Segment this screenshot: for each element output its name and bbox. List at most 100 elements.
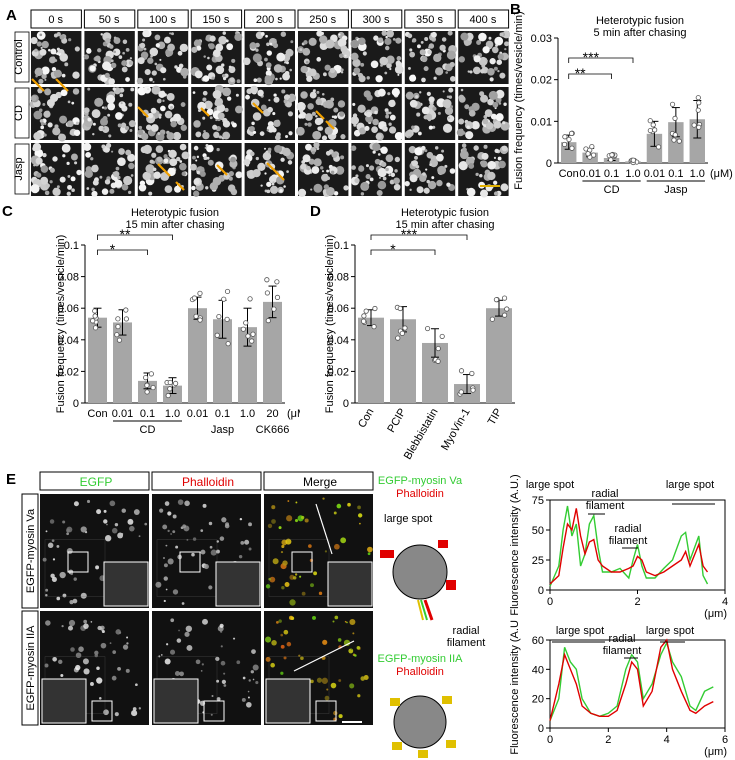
vesicle bbox=[191, 46, 198, 53]
vesicle bbox=[419, 49, 426, 56]
vesicle bbox=[215, 118, 218, 122]
vesicle bbox=[150, 107, 157, 114]
chart-title: Heterotypic fusion bbox=[401, 207, 489, 219]
fluorescent-puncta bbox=[225, 522, 230, 527]
vesicle bbox=[478, 56, 488, 66]
vesicle bbox=[117, 123, 122, 128]
x-tick-label: 6 bbox=[722, 734, 728, 746]
fluorescent-puncta bbox=[62, 520, 66, 524]
vesicle bbox=[74, 161, 78, 165]
vesicle bbox=[369, 177, 374, 182]
unit-label: (μM) bbox=[287, 408, 300, 420]
vesicle bbox=[58, 133, 67, 142]
vesicle bbox=[63, 144, 70, 152]
fluorescent-puncta bbox=[289, 599, 296, 606]
vesicle bbox=[193, 178, 200, 185]
vesicle bbox=[142, 171, 151, 181]
y-tick-label: 0 bbox=[538, 585, 544, 597]
vesicle bbox=[178, 63, 184, 69]
vesicle bbox=[68, 38, 72, 42]
fluorescent-puncta bbox=[210, 549, 217, 556]
row-header: EGFP-myosin Va bbox=[25, 508, 37, 593]
data-point bbox=[167, 386, 173, 392]
fluorescent-puncta bbox=[354, 654, 357, 657]
vesicle bbox=[115, 166, 120, 171]
fluorescent-puncta bbox=[195, 659, 201, 665]
vesicle bbox=[377, 37, 384, 44]
vesicle bbox=[495, 113, 504, 122]
panel-a: A 0 s 50 s 100 s 150 s 200 s 250 s 300 s 350 s 4… bbox=[0, 0, 511, 200]
vesicle bbox=[45, 183, 50, 188]
vesicle bbox=[209, 116, 213, 120]
fluorescent-puncta bbox=[200, 529, 204, 532]
vesicle bbox=[441, 37, 447, 42]
vesicle bbox=[211, 76, 215, 80]
vesicle bbox=[106, 94, 116, 104]
profile-annotation: large spot bbox=[666, 479, 714, 491]
vesicle bbox=[439, 44, 446, 51]
vesicle bbox=[285, 135, 289, 139]
vesicle bbox=[302, 154, 311, 163]
inset-zoom bbox=[265, 678, 311, 724]
fluorescent-puncta bbox=[61, 625, 64, 628]
fluorescent-puncta bbox=[250, 670, 254, 674]
fluorescent-puncta bbox=[109, 642, 112, 645]
vesicle bbox=[493, 180, 498, 185]
vesicle bbox=[446, 182, 451, 187]
vesicle bbox=[468, 109, 476, 117]
data-point bbox=[197, 290, 203, 296]
fluorescent-puncta bbox=[175, 545, 179, 549]
vesicle bbox=[280, 31, 287, 37]
vesicle bbox=[174, 185, 182, 193]
time-label: 0 s bbox=[48, 14, 63, 26]
data-point bbox=[271, 306, 277, 312]
fluorescent-puncta bbox=[276, 620, 279, 624]
data-point bbox=[224, 288, 231, 295]
data-point bbox=[123, 316, 129, 322]
group-label: Jasp bbox=[664, 184, 687, 196]
vesicle bbox=[252, 130, 257, 135]
vesicle bbox=[407, 33, 413, 39]
vesicle bbox=[308, 158, 315, 165]
fluorescent-puncta bbox=[284, 582, 290, 587]
fluorescent-puncta bbox=[301, 591, 306, 596]
profile-line-red bbox=[549, 638, 714, 721]
vesicle bbox=[283, 99, 288, 104]
vesicle bbox=[387, 92, 391, 96]
vesicle bbox=[313, 141, 320, 149]
vesicle bbox=[145, 164, 155, 174]
vesicle bbox=[168, 149, 177, 159]
fluorescent-puncta bbox=[78, 646, 84, 652]
vesicle bbox=[488, 90, 498, 100]
fluorescent-puncta bbox=[185, 625, 193, 632]
vesicle bbox=[149, 159, 154, 164]
vesicle bbox=[473, 145, 479, 151]
micrograph-tile bbox=[350, 142, 402, 197]
vesicle bbox=[388, 99, 396, 108]
vesicle bbox=[373, 35, 379, 41]
data-point bbox=[245, 333, 251, 339]
vesicle bbox=[141, 132, 149, 141]
fluorescent-puncta bbox=[269, 576, 276, 583]
fluorescent-puncta bbox=[340, 537, 347, 544]
fluorescent-puncta bbox=[283, 629, 289, 635]
x-tick-label: 4 bbox=[722, 596, 728, 608]
fluorescent-puncta bbox=[333, 511, 337, 515]
vesicle bbox=[97, 48, 102, 53]
y-tick-label: 0.06 bbox=[328, 303, 349, 315]
vesicle bbox=[305, 60, 309, 64]
vesicle bbox=[324, 64, 331, 71]
vesicle bbox=[434, 146, 439, 150]
vesicle bbox=[315, 98, 322, 106]
vesicle bbox=[38, 78, 44, 84]
vesicle bbox=[212, 49, 221, 58]
vesicle bbox=[193, 145, 199, 151]
vesicle bbox=[67, 100, 71, 104]
vesicle bbox=[480, 94, 489, 103]
row-label: Jasp bbox=[13, 157, 25, 180]
orange-arrow bbox=[252, 102, 264, 114]
vesicle bbox=[266, 181, 272, 187]
vesicle bbox=[166, 93, 175, 101]
vesicle bbox=[449, 168, 456, 174]
